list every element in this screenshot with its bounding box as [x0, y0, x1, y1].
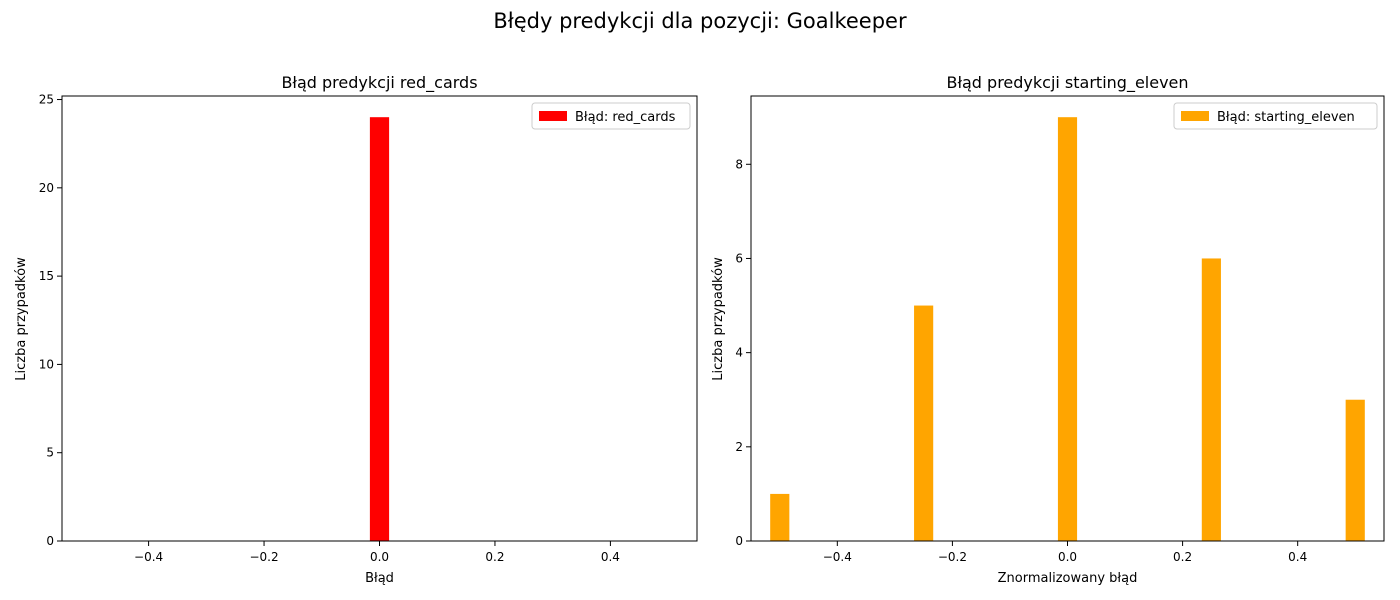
y-tick-label: 15 [39, 269, 54, 283]
y-tick-label: 6 [735, 251, 743, 265]
legend-box [531, 102, 691, 130]
x-axis-label-starting-eleven: Znormalizowany błąd [998, 571, 1138, 586]
plot-area-red-cards: −0.4 −0.2 0.0 0.2 0.4 0 5 10 15 20 25 Błąd: red_car… [39, 93, 698, 564]
legend-swatch [539, 111, 567, 121]
y-tick-label: 20 [39, 181, 54, 195]
bar [914, 305, 934, 541]
x-tick-label: 0.2 [485, 550, 504, 564]
bar [369, 117, 390, 541]
figure-suptitle: Błędy predykcji dla pozycji: Goalkeeper [493, 9, 907, 33]
x-axis-label-red-cards: Błąd [365, 571, 394, 586]
legend: Błąd: red_cards [531, 102, 691, 130]
y-tick-label: 0 [735, 534, 743, 548]
y-axis-label-starting-eleven: Liczba przypadków [711, 257, 726, 381]
panel-starting-eleven: Błąd predykcji starting_eleven Znormaliz… [711, 73, 1385, 586]
plot-area-starting-eleven: −0.4 −0.2 0.0 0.2 0.4 0 2 4 6 8 Błąd: starting_ele… [735, 95, 1385, 564]
bar [1057, 117, 1078, 541]
y-tick-label: 25 [39, 93, 54, 107]
y-tick-label: 0 [46, 534, 54, 548]
x-tick-label: 0.4 [1288, 550, 1307, 564]
x-tick-label: −0.2 [249, 550, 278, 564]
panel-red-cards: Błąd predykcji red_cards Błąd Liczba prz… [14, 73, 698, 586]
y-tick-label: 2 [735, 440, 743, 454]
bar [1201, 258, 1221, 541]
legend-swatch [1181, 111, 1209, 121]
x-tick-label: −0.2 [938, 550, 967, 564]
y-tick-label: 5 [46, 446, 54, 460]
legend-label: Błąd: starting_eleven [1217, 110, 1355, 125]
x-tick-label: −0.4 [823, 550, 852, 564]
panel-title-red-cards: Błąd predykcji red_cards [281, 73, 477, 93]
y-tick-label: 8 [735, 157, 743, 171]
panel-title-starting-eleven: Błąd predykcji starting_eleven [946, 73, 1188, 93]
x-tick-label: 0.0 [370, 550, 389, 564]
y-tick-label: 4 [735, 346, 743, 360]
y-axis-label-red-cards: Liczba przypadków [14, 257, 29, 381]
y-tick-label: 10 [39, 357, 54, 371]
x-tick-label: 0.4 [601, 550, 620, 564]
legend: Błąd: starting_eleven [1173, 102, 1378, 130]
legend-box [1173, 102, 1378, 130]
x-tick-label: 0.0 [1058, 550, 1077, 564]
bar [770, 493, 790, 541]
legend-label: Błąd: red_cards [575, 110, 676, 125]
bar [1345, 399, 1365, 541]
x-tick-label: 0.2 [1173, 550, 1192, 564]
x-tick-label: −0.4 [134, 550, 163, 564]
